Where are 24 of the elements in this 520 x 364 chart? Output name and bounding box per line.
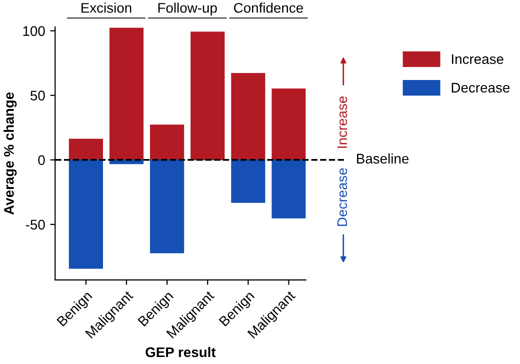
y-tick-label: 0 [38,155,45,166]
bar [272,88,306,160]
text: Confidence [234,2,303,13]
legend-label: Increase [452,54,504,64]
text: Follow-up [158,2,217,16]
y-tick-label: 100 [23,26,45,36]
bar [68,159,103,269]
bar [190,32,225,160]
bar [68,138,103,160]
y-tick-label: -50 [26,220,45,230]
x-axis-title: GEP result [146,346,216,358]
y-axis-title: Average % change [4,92,17,215]
bar [272,159,306,218]
text: Decrease [337,168,348,226]
bar [150,159,184,254]
bar [150,124,184,160]
bar [109,28,144,160]
bar [231,72,266,160]
ref-line-label: Baseline [357,153,409,164]
text: Increase [337,96,348,148]
y-tick-label: 50 [30,90,45,101]
text: Excision [82,2,132,13]
bar [231,159,266,203]
legend-label: Decrease [452,82,510,93]
